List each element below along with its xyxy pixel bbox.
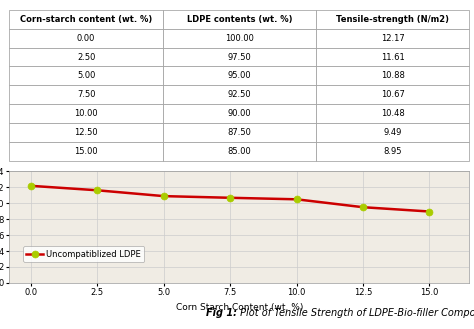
Uncompatiblized LDPE — [360, 205, 366, 209]
Uncompatiblized LDPE — [227, 196, 233, 200]
X-axis label: Corn Starch Content (wt. %): Corn Starch Content (wt. %) — [176, 303, 303, 312]
Uncompatiblized LDPE — [94, 188, 100, 192]
Uncompatiblized LDPE — [427, 210, 432, 214]
Legend: Uncompatiblized LDPE: Uncompatiblized LDPE — [23, 246, 144, 262]
Text: Plot of Tensile Strength of LDPE-Bio-filler Composite: Plot of Tensile Strength of LDPE-Bio-fil… — [237, 308, 474, 317]
Text: Fig 1:: Fig 1: — [206, 308, 237, 317]
Uncompatiblized LDPE — [294, 197, 300, 201]
Uncompatiblized LDPE — [161, 194, 166, 198]
Uncompatiblized LDPE — [28, 184, 34, 188]
Line: Uncompatiblized LDPE: Uncompatiblized LDPE — [27, 182, 433, 215]
